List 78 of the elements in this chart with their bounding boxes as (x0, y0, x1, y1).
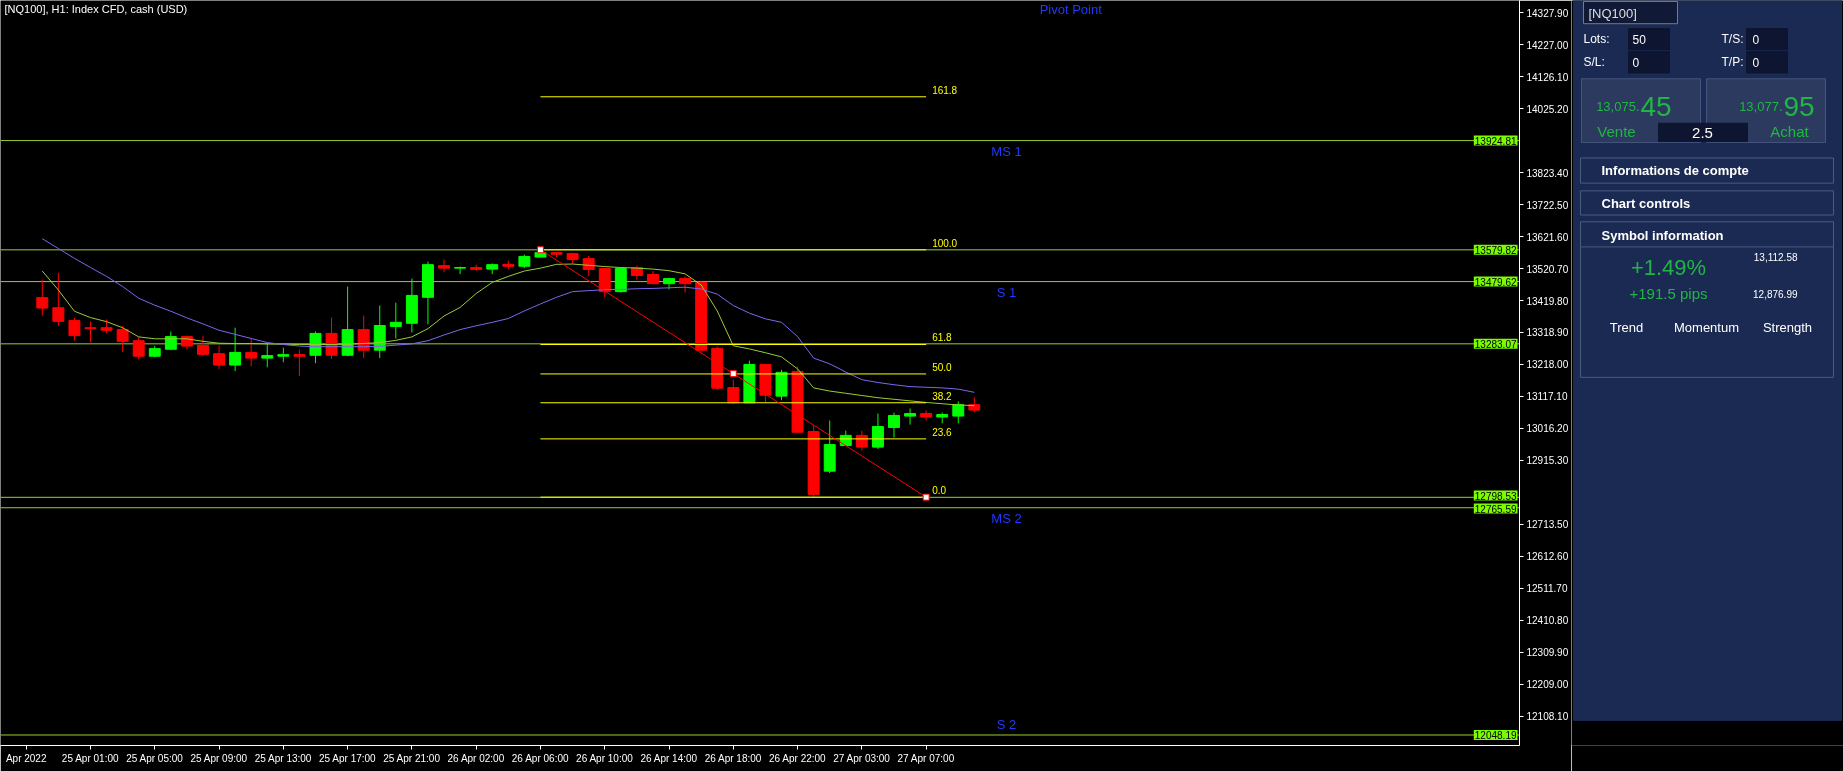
x-tick-label: 26 Apr 02:00 (447, 752, 505, 764)
y-tick-label: 13318.90 (1526, 327, 1569, 339)
text: T/P: (1721, 55, 1744, 70)
annotation: 12048.19 (1474, 729, 1517, 741)
annotation: 12765.59 (1474, 503, 1517, 515)
text: Informations de compte (1601, 163, 1749, 179)
x-tick-label: 25 Apr 01:00 (61, 752, 120, 764)
text: S/L: (1583, 55, 1605, 70)
ref-line-label: MS 2 (991, 510, 1022, 526)
y-tick-label: 13016.20 (1526, 423, 1569, 435)
text: Achat (1770, 123, 1810, 141)
x-tick-label: 25 Apr 13:00 (254, 752, 312, 764)
series-label: 23.6 (932, 426, 953, 438)
y-tick-label: 13117.10 (1526, 391, 1568, 403)
y-tick-label: 12915.30 (1526, 455, 1569, 467)
x-tick-label: 26 Apr 18:00 (704, 752, 762, 764)
y-tick-label: 12713.50 (1526, 519, 1569, 531)
series-label: 50.0 (932, 361, 953, 373)
text: +191.5 pips (1629, 284, 1708, 302)
text: Pivot Point (1039, 1, 1103, 17)
x-tick-label: 26 Apr 06:00 (511, 752, 569, 764)
text: T/S: (1721, 32, 1744, 47)
series-label: 38.2 (932, 390, 953, 402)
text: Strength (1762, 319, 1813, 335)
y-tick-label: 12511.70 (1526, 583, 1568, 595)
ref-line-label: S 2 (996, 716, 1017, 732)
annotation: 13924.81 (1474, 135, 1517, 147)
text: Symbol information (1601, 227, 1724, 243)
series-label: 61.8 (932, 332, 953, 344)
text: 2.5 (1692, 123, 1713, 141)
series-label: 100.0 (932, 237, 958, 249)
x-tick-label: Apr 2022 (5, 752, 47, 764)
x-tick-label: 25 Apr 21:00 (383, 752, 441, 764)
ref-line-label: S 1 (996, 284, 1017, 300)
y-tick-label: 14227.00 (1526, 39, 1569, 51)
x-tick-label: 26 Apr 10:00 (576, 752, 634, 764)
y-tick-label: 12108.10 (1526, 711, 1569, 723)
text: 50 (1632, 32, 1647, 47)
y-tick-label: 14327.90 (1526, 7, 1569, 19)
annotation: 13479.62 (1474, 276, 1517, 288)
x-tick-label: 25 Apr 17:00 (318, 752, 377, 764)
y-tick-label: 12410.80 (1526, 615, 1569, 627)
x-tick-label: 25 Apr 05:00 (126, 752, 184, 764)
y-tick-label: 14025.20 (1526, 103, 1569, 115)
y-tick-label: 13218.00 (1526, 359, 1569, 371)
series-label: 0.0 (932, 485, 947, 497)
x-tick-label: 25 Apr 09:00 (190, 752, 248, 764)
y-tick-label: 13419.80 (1526, 295, 1569, 307)
x-tick-label: 26 Apr 14:00 (640, 752, 698, 764)
text: Trend (1609, 319, 1644, 335)
y-tick-label: 12309.90 (1526, 647, 1569, 659)
text: 0 (1752, 32, 1760, 47)
y-tick-label: 13621.60 (1526, 231, 1569, 243)
text: 13,112.58 (1753, 251, 1798, 263)
annotation: 13283.07 (1474, 338, 1517, 350)
y-tick-label: 12209.00 (1526, 679, 1569, 691)
text: Vente (1597, 123, 1636, 141)
text: 0 (1752, 55, 1760, 70)
y-tick-label: 13823.40 (1526, 167, 1569, 179)
y-tick-label: 13722.50 (1526, 199, 1569, 211)
text: 0 (1632, 55, 1640, 70)
y-tick-label: 13520.70 (1526, 263, 1569, 275)
series-label: 161.8 (932, 84, 958, 96)
x-tick-label: 26 Apr 22:00 (768, 752, 827, 764)
text: +1.49% (1630, 254, 1707, 280)
text: Chart controls (1601, 195, 1691, 211)
x-tick-label: 27 Apr 07:00 (897, 752, 955, 764)
text: Momentum (1673, 319, 1740, 335)
annotation: 12798.53 (1474, 490, 1517, 502)
chart-title: [NQ100], H1: Index CFD, cash (USD) (4, 2, 188, 15)
annotation: 13579.82 (1474, 244, 1517, 256)
y-tick-label: 12612.60 (1526, 551, 1569, 563)
text: 12,876.99 (1753, 289, 1798, 301)
text: [NQ100] (1588, 5, 1637, 21)
text: Lots: (1583, 32, 1610, 47)
y-tick-label: 14126.10 (1526, 71, 1569, 83)
x-tick-label: 27 Apr 03:00 (833, 752, 891, 764)
ref-line-label: MS 1 (991, 143, 1022, 159)
